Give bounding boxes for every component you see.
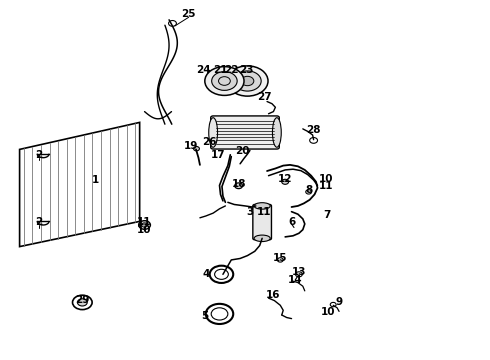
Text: 28: 28	[306, 125, 321, 135]
Text: 2: 2	[36, 150, 43, 160]
Text: 8: 8	[305, 185, 312, 195]
Text: 11: 11	[256, 207, 271, 217]
Text: 12: 12	[278, 174, 293, 184]
Circle shape	[194, 147, 199, 151]
Text: 11: 11	[318, 181, 333, 192]
Circle shape	[241, 76, 254, 86]
Circle shape	[235, 183, 243, 189]
Text: 3: 3	[246, 207, 253, 217]
Ellipse shape	[254, 203, 270, 209]
Circle shape	[282, 179, 289, 184]
Circle shape	[227, 66, 268, 96]
Text: 5: 5	[201, 311, 208, 321]
Text: 25: 25	[181, 9, 196, 19]
Circle shape	[215, 269, 228, 279]
Text: 14: 14	[288, 275, 303, 285]
Text: 26: 26	[202, 137, 217, 147]
Text: 2: 2	[36, 217, 43, 228]
Text: 15: 15	[273, 253, 288, 264]
FancyBboxPatch shape	[253, 204, 271, 240]
Text: 11: 11	[137, 217, 152, 228]
Circle shape	[210, 266, 233, 283]
Text: 19: 19	[184, 141, 198, 151]
Text: 9: 9	[336, 297, 343, 307]
Circle shape	[206, 304, 233, 324]
Text: 16: 16	[266, 290, 281, 300]
Circle shape	[234, 71, 261, 91]
Ellipse shape	[209, 118, 218, 147]
Ellipse shape	[272, 118, 281, 147]
FancyBboxPatch shape	[211, 116, 279, 149]
Text: 24: 24	[196, 65, 211, 75]
Text: 4: 4	[202, 269, 210, 279]
Text: 10: 10	[137, 225, 152, 235]
Circle shape	[77, 299, 87, 306]
Text: 10: 10	[318, 174, 333, 184]
Text: 7: 7	[323, 210, 331, 220]
Text: 27: 27	[257, 92, 272, 102]
Text: 22: 22	[224, 65, 239, 75]
Circle shape	[142, 223, 147, 227]
Text: 6: 6	[288, 217, 295, 228]
Circle shape	[205, 67, 244, 95]
Ellipse shape	[254, 235, 270, 242]
Text: 23: 23	[239, 65, 253, 75]
Circle shape	[139, 221, 150, 229]
Text: 10: 10	[321, 307, 336, 318]
Text: 29: 29	[75, 294, 90, 305]
Text: 17: 17	[211, 150, 225, 160]
Text: 13: 13	[292, 267, 306, 277]
Polygon shape	[20, 122, 140, 247]
Text: 20: 20	[235, 146, 250, 156]
Circle shape	[211, 308, 228, 320]
Text: 1: 1	[92, 175, 99, 185]
Text: 18: 18	[231, 179, 246, 189]
Text: 21: 21	[213, 65, 228, 75]
Circle shape	[212, 72, 237, 90]
